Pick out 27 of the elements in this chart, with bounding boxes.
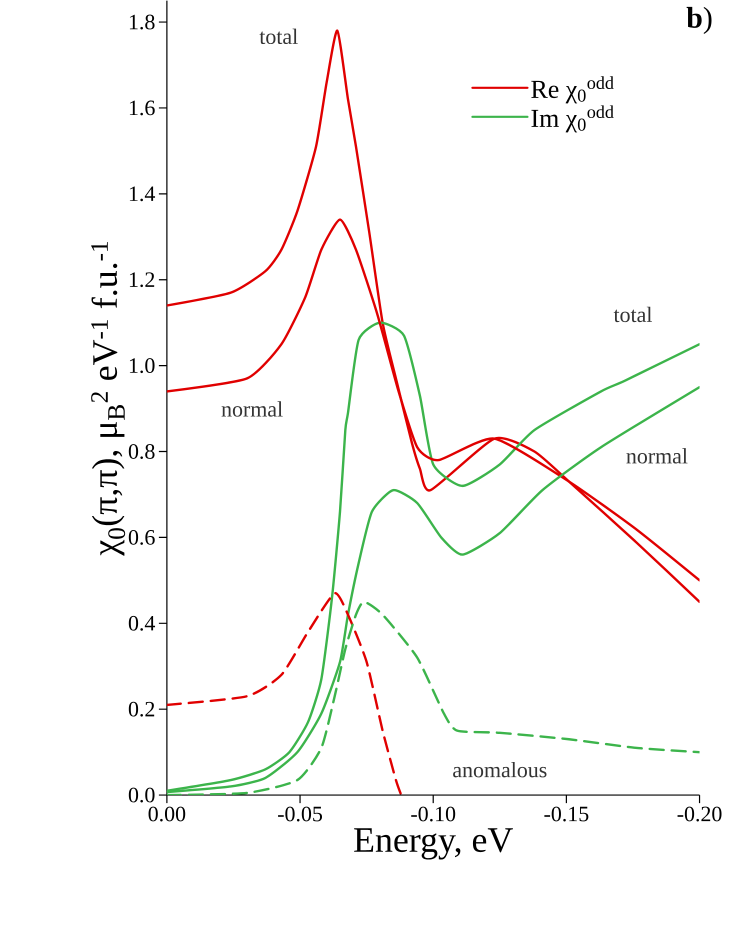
y-tick-label: 0.4 [129,616,156,631]
y-tick-label: 1.0 [130,358,155,374]
y-tick-label: 1.4 [130,186,156,202]
text: χ$_{0}$(π,π), μ$_{B}$$^{2}$ eV$^{-1}$ f.u.$^{-1}$ [91,242,126,556]
x-tick-label: 0.00 [148,806,186,822]
y-tick-label: 0.2 [129,702,154,717]
x-tick-label: -0.15 [544,806,589,822]
y-tick-label: 0.6 [129,530,155,545]
annotation: normal [626,448,688,464]
legend-label: Im χ$_{0}$odd [532,105,614,132]
y-tick-label: 1.8 [130,14,155,30]
annotation: b) [686,6,712,34]
y-tick-label: 0.8 [129,444,155,459]
y-tick-label: 1.2 [130,272,154,288]
y-tick-label: 1.6 [130,100,155,116]
line-series [167,592,403,796]
x-tick-label: -0.10 [411,806,456,822]
line-series [167,29,700,604]
annotation: normal [222,401,283,417]
x-axis-title: Energy, eV [354,828,514,860]
annotation: total [614,306,652,322]
annotation: total [260,28,298,44]
legend-label: Re χ$_{0}$odd [532,76,614,104]
x-tick-label: -0.20 [678,806,722,822]
y-tick-label: 0.0 [129,788,155,803]
x-tick-label: -0.05 [278,806,322,822]
annotation: anomalous [453,762,547,778]
